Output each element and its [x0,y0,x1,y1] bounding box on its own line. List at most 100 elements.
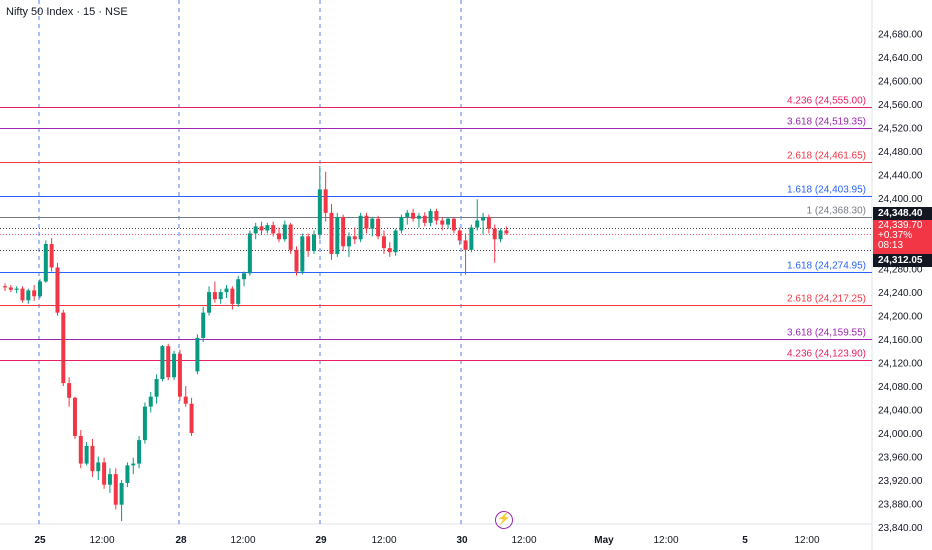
candle-body [37,281,42,297]
fib-level-label: 1 (24,368.30) [807,206,867,217]
y-tick-label: 24,120.00 [878,359,923,370]
candle-body [195,337,200,372]
candle-body [481,216,486,221]
candle-body [294,249,299,272]
y-tick-label: 24,240.00 [878,288,923,299]
candle-body [282,224,287,240]
candle-body [142,406,147,441]
candle-body [370,218,375,229]
candle-body [399,216,404,231]
candle-body [113,474,118,505]
candle-body [463,240,468,250]
candle-body [469,227,474,250]
candle-body [300,236,305,272]
fib-level-label: 4.236 (24,123.90) [787,349,866,360]
price-badge-high: 24,348.40 [873,207,932,220]
candle-body [393,230,398,253]
y-tick-label: 23,880.00 [878,500,923,511]
candle-body [358,215,363,240]
candle-body [107,474,112,485]
candle-body [323,189,328,213]
candle-body [265,225,270,231]
y-tick-label: 24,600.00 [878,77,923,88]
last-price-change: +0.37% [878,230,913,241]
x-tick-label: 25 [34,535,46,546]
candle-body [341,216,346,247]
candle-body [67,383,72,398]
candle-body [376,218,381,237]
candle-body [242,273,247,280]
candle-body [306,236,311,252]
candle-body [253,226,258,234]
candle-body [335,216,340,254]
candle-body [20,288,25,301]
flash-icon[interactable]: ⚡ [495,511,513,529]
candle-body [259,226,264,231]
candle-body [78,435,83,464]
candle-body [154,379,159,397]
candle-body [172,353,177,378]
y-tick-label: 24,280.00 [878,265,923,276]
y-tick-label: 24,000.00 [878,429,923,440]
candle-body [43,243,48,282]
candle-body [446,218,451,225]
x-tick-label: 30 [456,535,468,546]
candle-body [457,230,462,241]
last-price-badge: 24,339.70 +0.37% 08:13 [873,220,932,254]
candle-body [166,346,171,378]
candle-body [137,440,142,464]
candle-body [317,189,322,235]
candle-body [387,248,392,253]
candle-body [475,220,480,228]
candle-body [14,288,19,290]
y-tick-label: 23,920.00 [878,476,923,487]
y-tick-label: 24,080.00 [878,382,923,393]
x-tick-label: 12:00 [371,535,396,546]
x-tick-label: 12:00 [511,535,536,546]
candle-body [422,215,427,223]
ticker-title: Nifty 50 Index · 15 · NSE [6,6,128,18]
candle-body [428,211,433,223]
candle-body [207,292,212,313]
candle-body [451,218,456,231]
candle-body [201,312,206,338]
fib-level-label: 2.618 (24,461.65) [787,151,866,162]
y-tick-label: 23,840.00 [878,523,923,534]
y-tick-label: 24,440.00 [878,171,923,182]
candle-body [32,290,37,297]
candle-body [236,279,241,304]
last-price-value: 24,339.70 [878,220,923,231]
candle-body [212,292,217,300]
x-tick-label: 29 [315,535,327,546]
candle-body [96,462,101,472]
candle-body [504,230,509,234]
candle-body [218,292,223,300]
candle-body [492,228,497,240]
candle-body [148,396,153,407]
candle-body [311,234,316,252]
candle-body [434,211,439,221]
candle-body [411,212,416,219]
candle-body [498,230,503,240]
y-tick-label: 24,480.00 [878,147,923,158]
y-tick-label: 24,200.00 [878,312,923,323]
candle-body [72,397,77,436]
candle-body [119,482,124,505]
x-tick-label: May [594,535,614,546]
x-tick-label: 5 [742,535,748,546]
candle-body [364,215,369,229]
candle-body [160,346,165,380]
fib-level-label: 3.618 (24,519.35) [787,117,866,128]
candle-body [183,396,188,404]
y-tick-label: 23,960.00 [878,453,923,464]
price-badge-low: 24,312.05 [873,254,932,267]
candle-body [405,212,410,217]
y-tick-label: 24,160.00 [878,335,923,346]
candle-body [329,212,334,254]
bar-countdown: 08:13 [878,240,904,251]
candle-body [440,220,445,225]
y-tick-label: 24,400.00 [878,194,923,205]
candle-body [271,225,276,234]
candle-body [352,236,357,240]
